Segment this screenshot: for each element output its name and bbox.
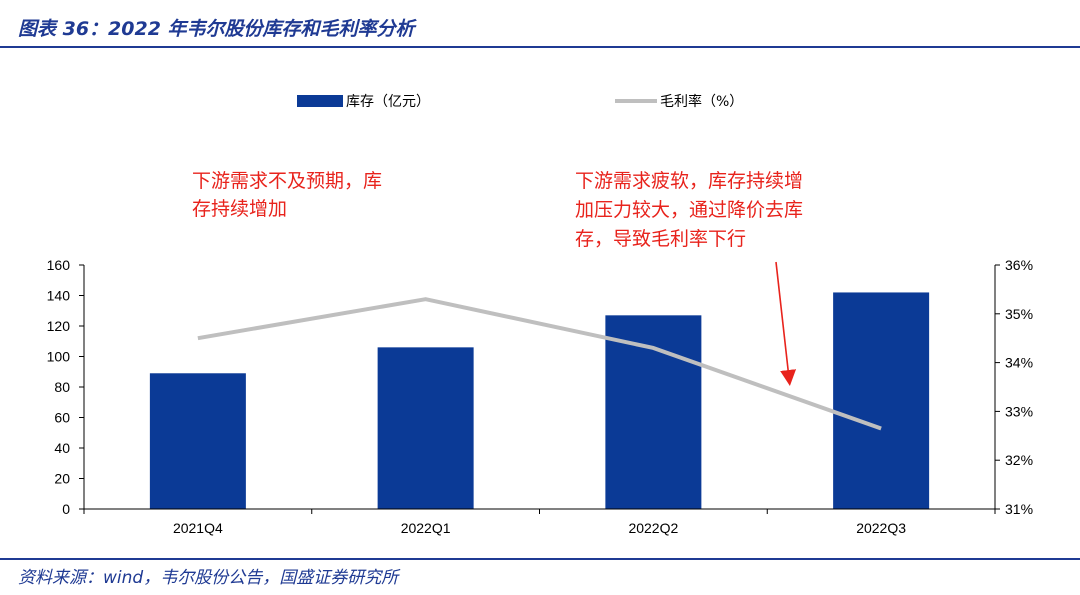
- left-tick-label: 0: [62, 501, 70, 517]
- legend-bar-swatch: [297, 95, 343, 107]
- x-tick-label: 2022Q2: [628, 520, 678, 536]
- annotation-1-line: 存持续增加: [192, 198, 287, 220]
- gross-margin-line: [197, 297, 882, 431]
- right-tick-label: 35%: [1005, 306, 1033, 322]
- left-tick-label: 20: [54, 471, 70, 487]
- bottom-rule: [0, 558, 1080, 560]
- left-tick-label: 80: [54, 379, 70, 395]
- annotation-1-line: 下游需求不及预期，库: [192, 170, 382, 192]
- left-tick-label: 60: [54, 410, 70, 426]
- annotation-2-line: 存，导致毛利率下行: [575, 228, 746, 250]
- bar-2022Q1: [377, 347, 474, 509]
- left-tick-label: 120: [47, 318, 71, 334]
- top-rule: [0, 46, 1080, 48]
- left-tick-label: 40: [54, 440, 70, 456]
- annotation-arrow: [775, 261, 797, 386]
- right-tick-label: 31%: [1005, 501, 1033, 517]
- annotation-2-line: 加压力较大，通过降价去库: [575, 199, 803, 221]
- legend-line-label: 毛利率（%）: [660, 93, 743, 110]
- right-tick-label: 36%: [1005, 257, 1033, 273]
- left-tick-label: 100: [47, 349, 71, 365]
- bar-2022Q2: [605, 315, 702, 509]
- left-tick-label: 140: [47, 288, 71, 304]
- bar-2022Q3: [833, 292, 930, 509]
- right-tick-label: 32%: [1005, 452, 1033, 468]
- source-note: 资料来源：wind，韦尔股份公告，国盛证券研究所: [18, 568, 399, 588]
- combo-chart: 0 20 40 60 80 100 120 140 160 31% 32% 33% 34% 35% 36% 2…: [47, 93, 1033, 536]
- legend-bar-label: 库存（亿元）: [346, 94, 430, 110]
- x-tick-label: 2021Q4: [173, 520, 223, 536]
- bar-2021Q4: [149, 373, 246, 509]
- right-tick-label: 34%: [1005, 355, 1033, 371]
- annotation-2-line: 下游需求疲软，库存持续增: [575, 170, 803, 192]
- figure-title: 图表 36：2022 年韦尔股份库存和毛利率分析: [18, 18, 415, 40]
- right-tick-label: 33%: [1005, 403, 1033, 419]
- left-tick-label: 160: [47, 257, 71, 273]
- x-tick-label: 2022Q1: [401, 520, 451, 536]
- x-tick-label: 2022Q3: [856, 520, 906, 536]
